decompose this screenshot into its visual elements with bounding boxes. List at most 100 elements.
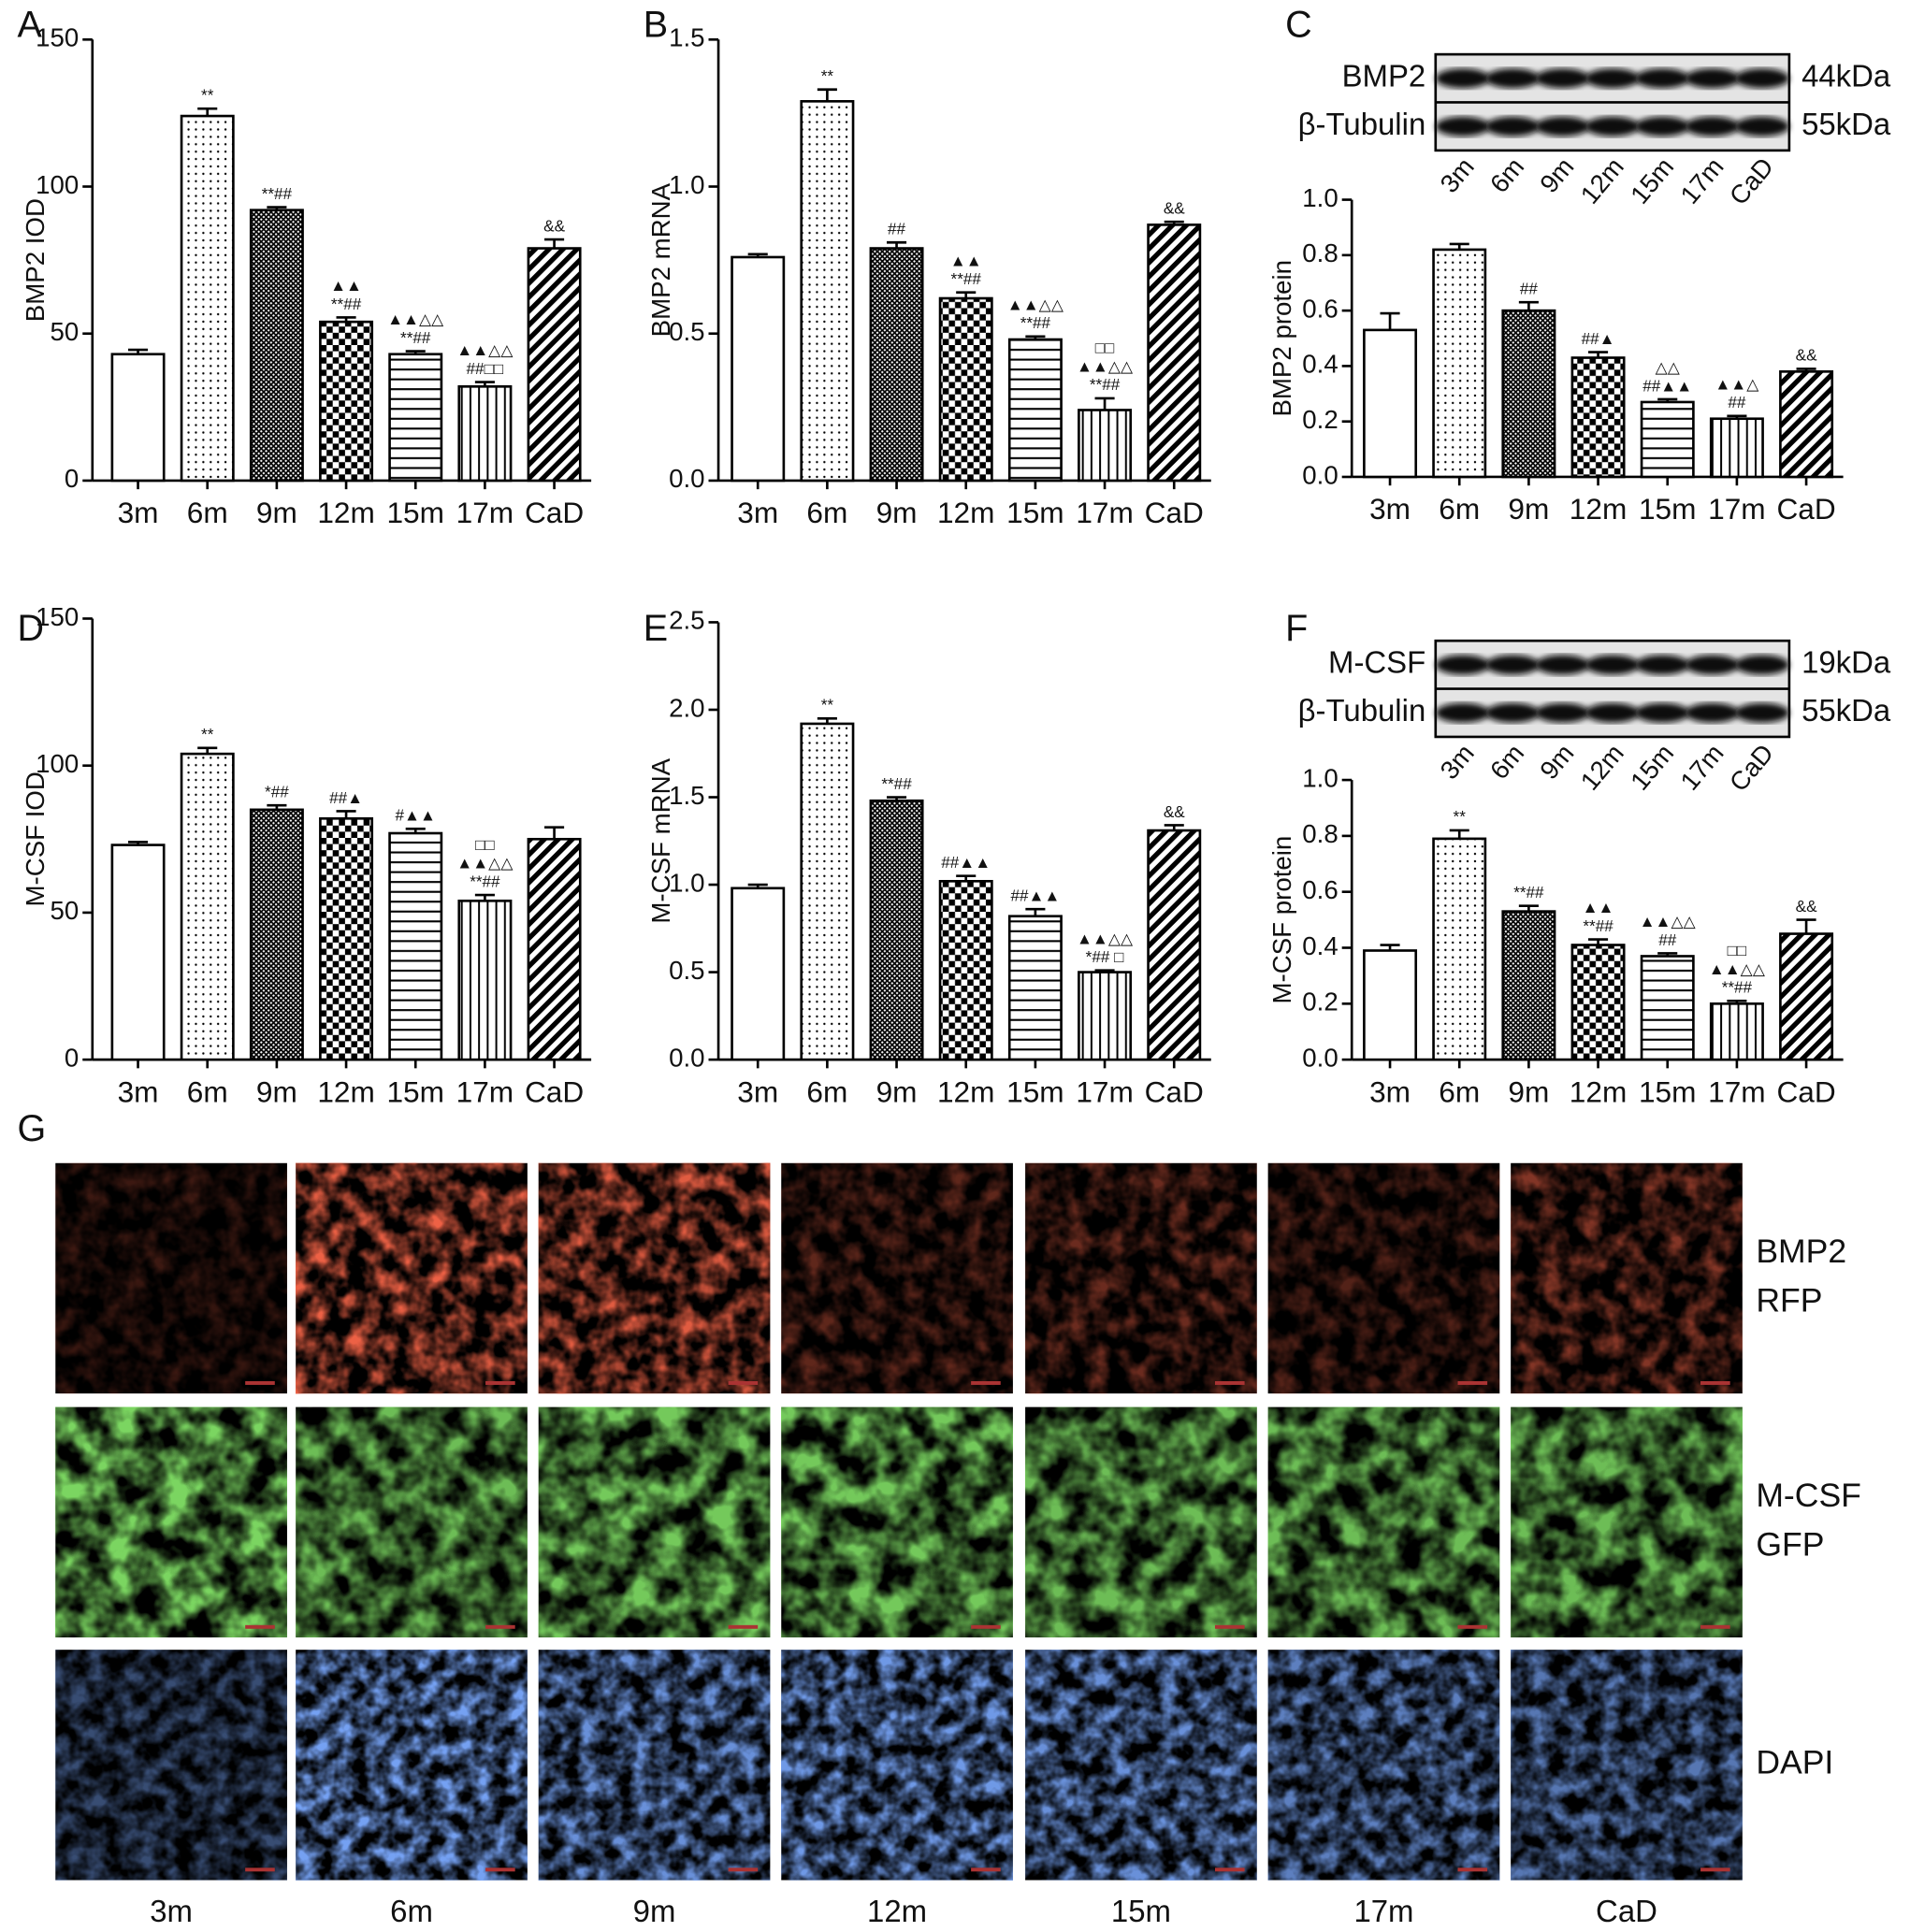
bar: [938, 296, 993, 483]
error-bar: [1449, 242, 1469, 250]
bar: [1640, 400, 1695, 479]
bar: [800, 100, 855, 483]
significance-label: &&: [1796, 347, 1817, 365]
error-bar: [1094, 969, 1115, 973]
scale-bar: [245, 1380, 275, 1385]
significance-label: △△: [1656, 359, 1681, 377]
x-tick-label: 9m: [256, 496, 297, 529]
significance-label: &&: [1164, 200, 1185, 218]
significance-label: ▲▲△△: [1077, 930, 1134, 947]
x-tick-label: 3m: [118, 496, 159, 529]
error-bar: [128, 841, 149, 845]
scale-bar: [1214, 1867, 1245, 1872]
micrograph-signal: [1511, 1406, 1743, 1637]
y-tick-label: 100: [36, 170, 79, 199]
scale-bar: [728, 1624, 759, 1629]
column-label: 9m: [633, 1894, 676, 1928]
x-tick-label: 12m: [1570, 1074, 1627, 1108]
bar: [388, 353, 443, 483]
y-tick-label: 150: [36, 23, 79, 52]
micrograph-signal: [781, 1650, 1013, 1881]
blot-label: β-Tubulin: [1298, 693, 1426, 728]
error-bar: [1518, 904, 1539, 912]
bar: [1432, 837, 1487, 1061]
significance-label: ##: [1728, 394, 1746, 411]
error-bar: [1657, 397, 1678, 402]
error-bar: [747, 883, 768, 888]
blot-band: [1685, 116, 1740, 137]
error-bar: [1380, 944, 1400, 951]
x-tick-label: 17m: [456, 496, 514, 529]
y-tick-label: 0.2: [1302, 405, 1338, 434]
column-label: 6m: [390, 1894, 433, 1928]
error-bar: [544, 826, 565, 840]
x-tick-label: 17m: [456, 1074, 514, 1108]
significance-label: ▲▲△△: [456, 855, 514, 872]
bar: [800, 722, 855, 1061]
x-tick-label: 3m: [737, 1074, 778, 1108]
bar: [1779, 932, 1834, 1061]
bar: [457, 900, 513, 1061]
significance-label: **##: [881, 775, 912, 793]
micrograph-signal: [55, 1650, 287, 1881]
scale-bar: [1457, 1380, 1488, 1385]
x-tick-label: 6m: [806, 1074, 847, 1108]
significance-label: &&: [1796, 898, 1817, 916]
bar: [1709, 1002, 1764, 1061]
significance-label: **##: [470, 872, 500, 890]
bar: [938, 879, 993, 1061]
blot-band: [1435, 655, 1490, 675]
blot-band: [1435, 116, 1490, 137]
y-tick-label: 0.0: [669, 1043, 704, 1072]
error-bar: [405, 350, 426, 354]
y-tick-label: 1.5: [669, 23, 704, 52]
blot-band: [1635, 68, 1690, 89]
x-tick-label: 15m: [1639, 492, 1697, 526]
blot-band: [1435, 68, 1490, 89]
bar: [869, 247, 924, 483]
bar: [249, 209, 304, 483]
micrograph-signal: [1267, 1162, 1500, 1394]
bar: [1432, 248, 1487, 479]
lane-label: 3m: [1434, 739, 1479, 785]
y-tick-label: 0.4: [1302, 931, 1338, 960]
x-tick-label: 17m: [1708, 1074, 1766, 1108]
panel-letter: D: [17, 608, 44, 649]
error-bar: [1796, 918, 1816, 934]
lane-label: 3m: [1434, 152, 1479, 198]
y-tick-label: 1.0: [669, 170, 704, 199]
bar: [527, 837, 582, 1061]
significance-label: **##: [1722, 979, 1753, 997]
row-label: M-CSF: [1756, 1477, 1861, 1514]
micrograph-signal: [781, 1162, 1013, 1394]
error-bar: [197, 107, 218, 117]
x-tick-label: 15m: [386, 1074, 444, 1108]
bar: [1501, 910, 1556, 1061]
significance-label: ##▲▲: [1010, 887, 1060, 905]
lane-label: 15m: [1625, 739, 1679, 796]
micrograph-signal: [55, 1162, 287, 1394]
bar: [1570, 944, 1626, 1061]
column-label: 17m: [1353, 1894, 1413, 1928]
blot-band: [1635, 116, 1690, 137]
bar: [1007, 338, 1063, 483]
y-tick-label: 0.8: [1302, 238, 1338, 267]
significance-label: ▲▲△△: [1007, 296, 1064, 313]
scale-bar: [1700, 1867, 1730, 1872]
y-tick-label: 0.5: [669, 317, 704, 346]
error-bar: [336, 316, 356, 323]
error-bar: [747, 252, 768, 257]
panel-letter: C: [1285, 5, 1312, 46]
scale-bar: [971, 1380, 1001, 1385]
scale-bar: [1457, 1867, 1488, 1872]
significance-label: **: [821, 697, 834, 714]
lane-label: 6m: [1484, 739, 1529, 785]
y-axis-label: BMP2 IOD: [21, 198, 50, 322]
significance-label: ##▲: [1582, 330, 1615, 348]
x-tick-label: 12m: [317, 496, 375, 529]
significance-label: **##: [1090, 376, 1121, 394]
panel-letter: E: [644, 608, 668, 649]
y-axis-label: BMP2 mRNA: [646, 182, 675, 337]
error-bar: [1164, 824, 1184, 831]
